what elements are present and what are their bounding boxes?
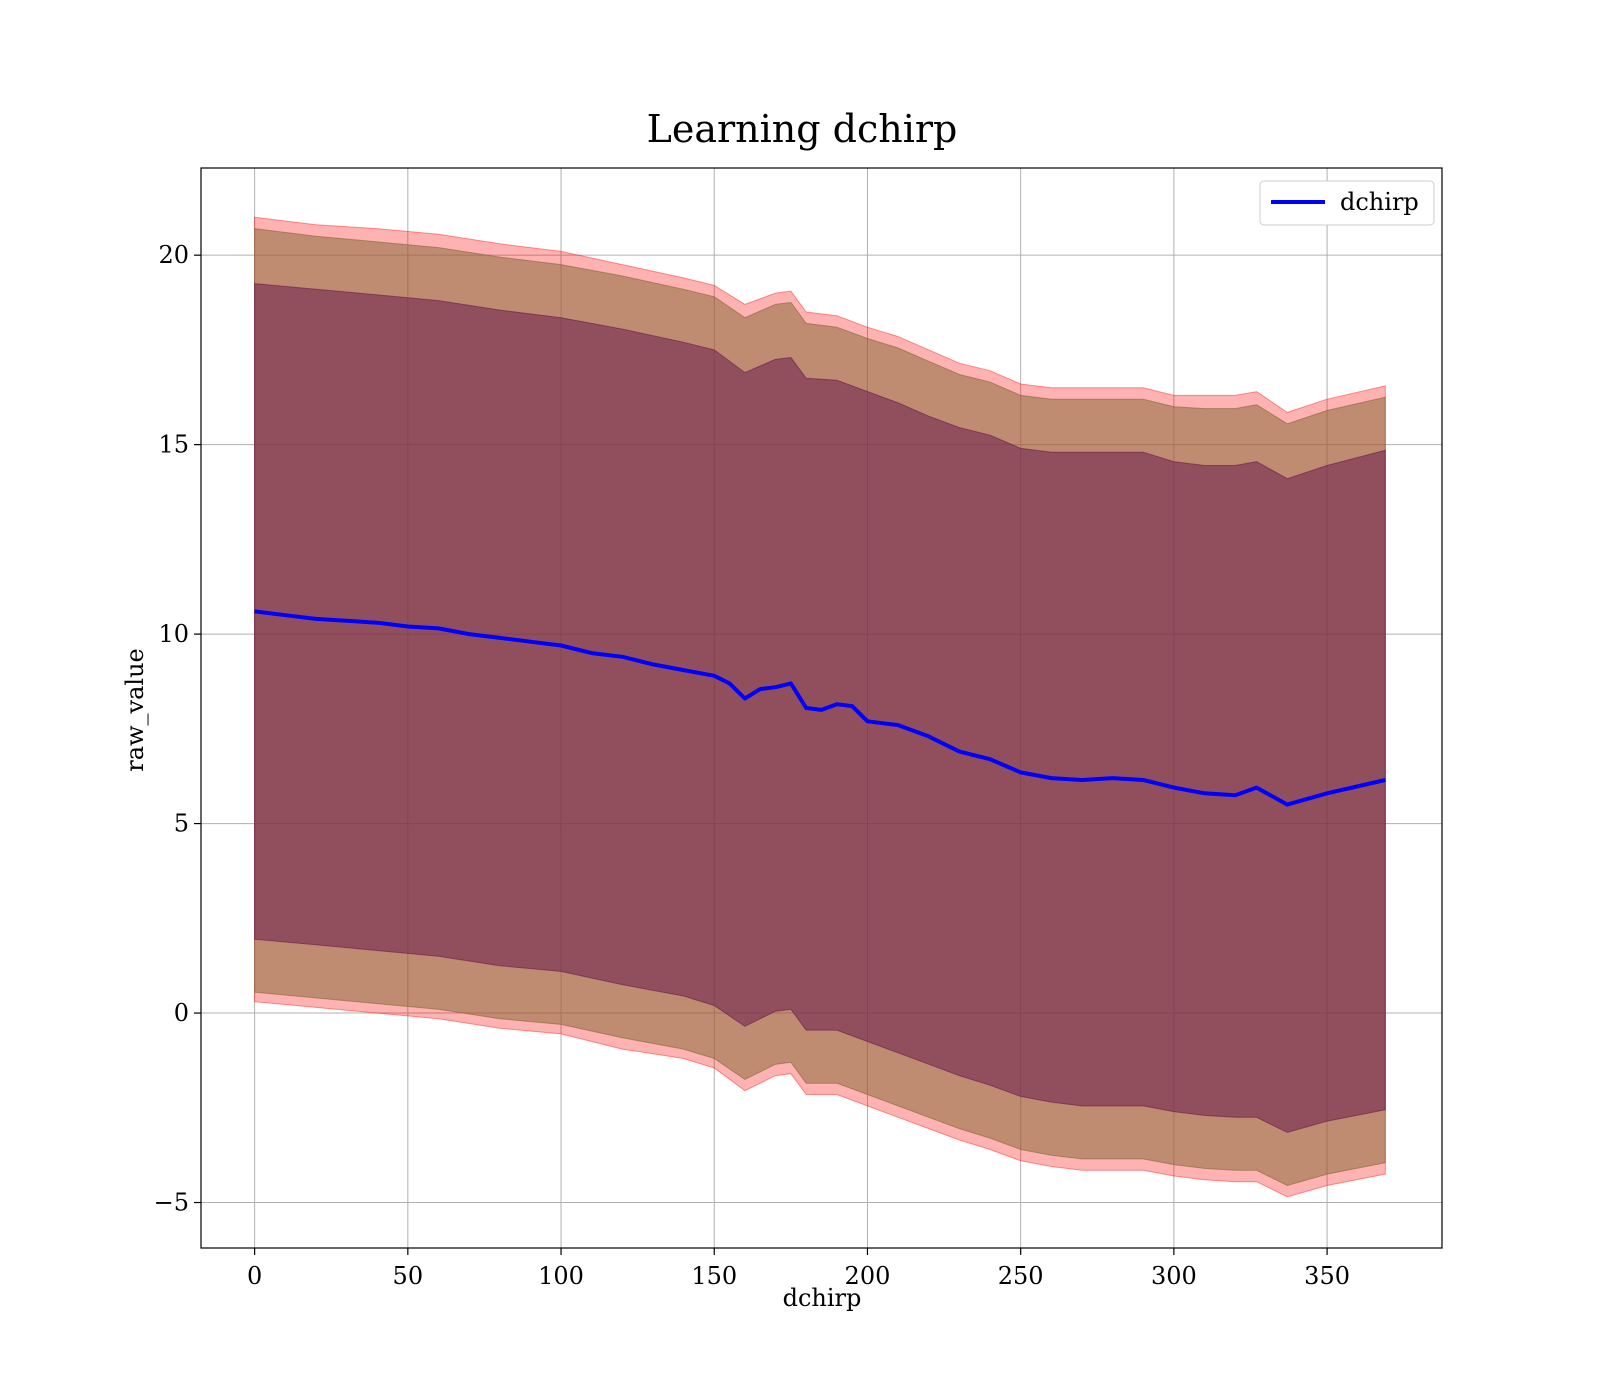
y-tick-label: 5 [174,810,189,838]
x-tick-label: 150 [691,1262,737,1290]
x-tick-label: 350 [1304,1262,1350,1290]
x-tick-label: 50 [393,1262,424,1290]
x-axis-label: dchirp [783,1284,862,1312]
x-axis-ticks: 0 50 100 150 200 250 300 350 [247,1248,1350,1290]
x-tick-label: 300 [1151,1262,1197,1290]
x-tick-label: 100 [538,1262,584,1290]
chart-title: Learning dchirp [647,107,958,151]
y-tick-label: 15 [158,431,189,459]
y-tick-label: 10 [158,620,189,648]
plot-frame [200,167,1443,1249]
legend: dchirp [1259,180,1435,226]
legend-box [1259,180,1435,226]
x-tick-label: 250 [998,1262,1044,1290]
y-tick-label: 0 [174,999,189,1027]
y-tick-label: 20 [158,241,189,269]
confidence-bands [254,216,1386,1198]
x-tick-label: 200 [845,1262,891,1290]
y-tick-label: −5 [154,1189,189,1217]
plot-area [200,167,1443,1249]
y-axis-label: raw_value [121,648,149,772]
series-lines [254,609,1386,807]
y-axis-ticks: −5 0 5 10 15 20 [154,241,201,1217]
series-line-dchirp [254,609,1386,807]
legend-label: dchirp [1340,188,1419,216]
x-tick-label: 0 [247,1262,262,1290]
